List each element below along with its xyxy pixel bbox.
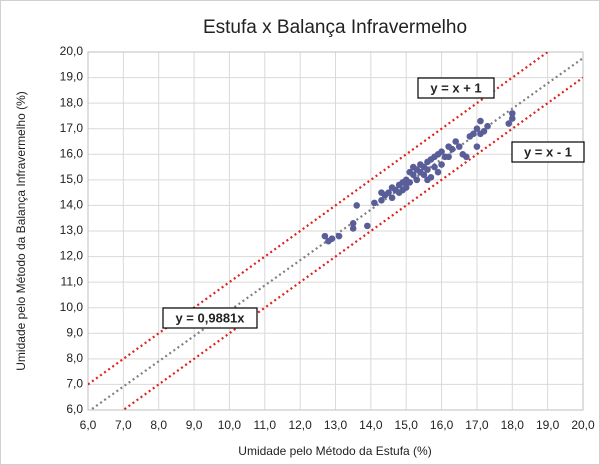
- x-tick-label: 7,0: [115, 418, 132, 432]
- point: [508, 110, 516, 117]
- y-tick-label: 7,0: [66, 377, 83, 391]
- y-tick-label: 11,0: [61, 274, 84, 288]
- y-tick-label: 10,0: [60, 300, 84, 314]
- point: [445, 153, 452, 161]
- annotation-box: [162, 307, 258, 329]
- point: [473, 125, 481, 133]
- reference-line: [121, 76, 583, 410]
- point: [434, 168, 442, 176]
- y-axis-label: Umidade pelo Método da Balança Infraverm…: [14, 91, 28, 370]
- x-tick-label: 16,0: [430, 418, 454, 432]
- y-tick-label: 8,0: [66, 351, 83, 365]
- point: [424, 166, 431, 173]
- point: [477, 130, 484, 138]
- point: [328, 235, 336, 242]
- point: [463, 153, 470, 161]
- point: [424, 176, 431, 184]
- reference-line: [88, 57, 583, 410]
- x-tick-label: 15,0: [395, 418, 419, 432]
- x-tick-label: 17,0: [465, 418, 489, 432]
- point: [364, 222, 371, 230]
- point: [409, 171, 417, 179]
- point: [321, 232, 329, 240]
- point: [413, 176, 421, 184]
- x-tick-label: 11,0: [254, 418, 277, 432]
- y-tick-label: 12,0: [60, 249, 84, 263]
- y-tick-label: 18,0: [60, 95, 84, 109]
- point: [399, 186, 406, 194]
- y-tick-label: 16,0: [60, 146, 84, 160]
- x-tick-label: 9,0: [186, 418, 203, 432]
- x-tick-label: 13,0: [324, 418, 348, 432]
- annotation-box: [511, 141, 585, 163]
- annotation: y = 0,9881x: [175, 310, 245, 325]
- plot-frame: [87, 51, 584, 411]
- annotation: y = x + 1: [430, 80, 481, 95]
- point: [388, 194, 396, 202]
- point: [371, 199, 378, 207]
- x-tick-label: 10,0: [218, 418, 242, 432]
- point: [505, 120, 513, 127]
- annotation-box: [417, 77, 495, 99]
- y-tick-label: 20,0: [60, 44, 84, 58]
- y-tick-label: 14,0: [60, 198, 84, 212]
- point: [349, 220, 357, 227]
- y-tick-label: 19,0: [60, 70, 84, 84]
- chart-title: Estufa x Balança Infravermelho: [203, 17, 467, 38]
- y-tick-label: 13,0: [60, 223, 84, 237]
- point: [455, 143, 463, 150]
- point: [438, 148, 445, 156]
- x-tick-label: 12,0: [288, 418, 312, 432]
- x-tick-label: 8,0: [150, 418, 167, 432]
- point: [431, 163, 438, 171]
- point: [477, 117, 484, 125]
- point: [508, 115, 516, 122]
- point: [378, 197, 385, 204]
- point: [402, 179, 410, 186]
- point: [484, 122, 491, 130]
- point: [438, 161, 445, 168]
- point: [448, 145, 456, 153]
- x-tick-label: 6,0: [80, 418, 97, 432]
- y-tick-label: 15,0: [60, 172, 84, 186]
- point: [452, 138, 460, 145]
- y-tick-label: 9,0: [66, 325, 83, 339]
- point: [385, 189, 392, 196]
- point: [335, 232, 343, 240]
- y-tick-label: 6,0: [66, 402, 83, 416]
- y-tick-label: 17,0: [60, 121, 84, 135]
- point: [473, 143, 481, 150]
- annotation: y = x - 1: [524, 144, 572, 159]
- point: [420, 171, 428, 179]
- x-tick-label: 14,0: [359, 418, 383, 432]
- x-tick-label: 18,0: [501, 418, 525, 432]
- x-tick-label: 20,0: [571, 418, 595, 432]
- point: [349, 225, 357, 232]
- point: [353, 202, 361, 209]
- point: [470, 130, 477, 138]
- x-axis-label: Umidade pelo Método da Estufa (%): [238, 444, 431, 458]
- x-tick-label: 19,0: [536, 418, 560, 432]
